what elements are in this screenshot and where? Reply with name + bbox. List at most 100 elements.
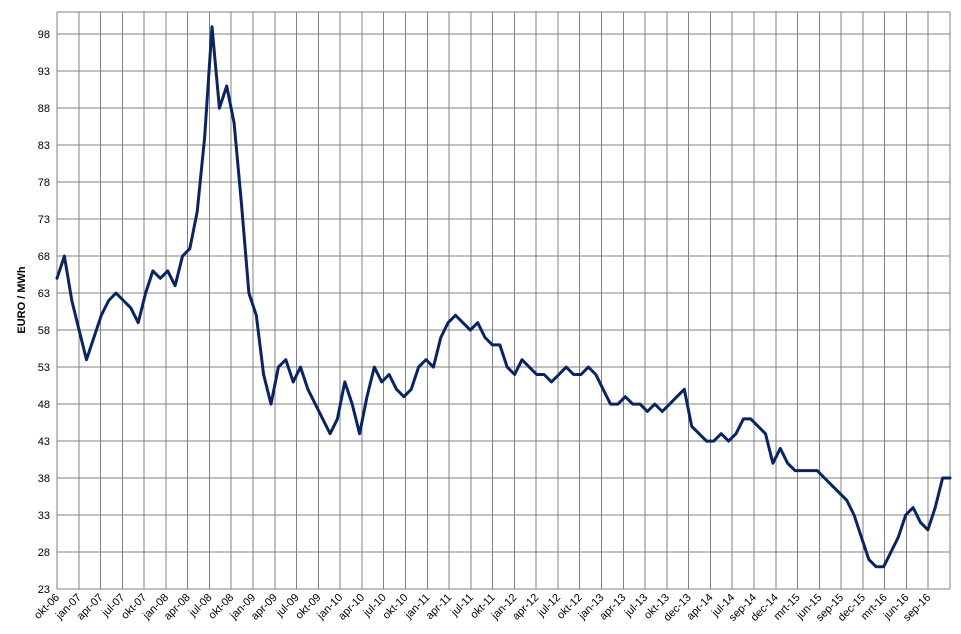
data-point: [225, 84, 228, 88]
data-point: [793, 469, 797, 472]
data-point: [159, 277, 162, 280]
y-tick-label: 58: [38, 325, 50, 337]
data-point: [816, 469, 819, 472]
data-point: [77, 328, 81, 332]
data-point: [351, 402, 354, 406]
x-axis-tick-labels: okt-06jan-07apr-07jul-07okt-07jan-08apr-…: [32, 592, 933, 624]
data-point: [107, 299, 110, 302]
data-point: [55, 277, 59, 280]
data-point: [210, 25, 214, 28]
y-tick-label: 93: [38, 66, 50, 78]
data-point: [587, 365, 590, 369]
data-point: [882, 565, 885, 568]
data-point: [919, 521, 922, 524]
data-point: [624, 395, 627, 398]
data-point: [129, 306, 132, 310]
vertical-gridlines: [56, 12, 951, 589]
y-tick-label: 23: [38, 584, 50, 596]
data-point: [262, 373, 265, 376]
data-point: [483, 336, 487, 339]
data-point: [255, 314, 258, 317]
data-point: [232, 121, 236, 125]
data-point: [690, 425, 693, 428]
data-point: [506, 365, 509, 369]
y-tick-label: 43: [38, 436, 50, 448]
y-tick-label: 88: [38, 103, 50, 115]
data-point: [395, 388, 398, 391]
data-point: [594, 373, 597, 376]
data-point: [498, 343, 501, 347]
data-point: [100, 314, 103, 317]
data-point: [779, 447, 782, 450]
data-point: [284, 358, 287, 361]
data-point: [166, 269, 169, 273]
data-point: [609, 402, 612, 406]
data-point: [343, 380, 346, 384]
y-tick-label: 63: [38, 288, 50, 300]
data-point: [668, 402, 671, 406]
data-point: [734, 432, 738, 435]
data-point: [137, 321, 140, 324]
data-point: [756, 425, 760, 428]
data-point: [653, 402, 656, 406]
data-point: [830, 484, 834, 487]
data-point: [358, 432, 361, 435]
data-point: [520, 358, 524, 361]
data-point: [299, 365, 302, 369]
series-layer: [55, 25, 952, 569]
data-point: [446, 321, 450, 324]
y-axis-title: EURO / MWh: [16, 266, 28, 333]
data-point: [572, 373, 575, 376]
data-point: [565, 365, 568, 369]
y-tick-label: 68: [38, 251, 50, 263]
data-point: [70, 299, 74, 302]
data-point: [240, 203, 243, 206]
y-tick-label: 83: [38, 140, 50, 152]
y-tick-label: 78: [38, 177, 50, 189]
data-point: [705, 439, 708, 443]
data-point: [439, 336, 442, 339]
data-point: [247, 291, 251, 295]
data-point: [897, 536, 900, 539]
data-point: [314, 402, 317, 406]
data-point: [461, 321, 465, 324]
data-point: [801, 469, 804, 472]
data-point: [934, 506, 937, 509]
data-point: [867, 558, 870, 561]
data-point: [188, 247, 191, 250]
data-point: [269, 402, 273, 406]
data-point: [550, 380, 553, 384]
data-point: [860, 536, 863, 539]
data-point: [808, 469, 811, 472]
data-point: [410, 388, 413, 391]
y-tick-label: 98: [38, 29, 50, 41]
data-point: [911, 506, 915, 509]
data-point: [579, 373, 583, 376]
data-point: [181, 254, 184, 258]
data-point: [638, 402, 642, 406]
data-point: [365, 395, 369, 398]
data-point: [557, 373, 561, 376]
data-point: [697, 432, 701, 435]
data-point: [941, 476, 944, 480]
data-point: [904, 513, 907, 517]
data-point: [373, 365, 376, 369]
data-point: [203, 136, 206, 139]
data-point: [432, 365, 435, 369]
data-point: [786, 462, 789, 465]
data-point: [173, 284, 177, 287]
y-tick-label: 73: [38, 214, 50, 226]
y-axis-tick-labels: 23 28 33 38 43 48 53 58 63 68 73 78 83 88 93 98: [38, 29, 50, 596]
data-point: [823, 476, 826, 480]
data-point: [218, 107, 221, 110]
data-point: [749, 417, 752, 421]
data-point: [151, 269, 155, 273]
data-point: [616, 402, 620, 406]
data-point: [889, 550, 893, 554]
data-point: [742, 417, 745, 421]
y-tick-label: 53: [38, 362, 50, 374]
data-point: [292, 380, 295, 384]
y-tick-label: 38: [38, 473, 50, 485]
data-point: [85, 358, 88, 361]
